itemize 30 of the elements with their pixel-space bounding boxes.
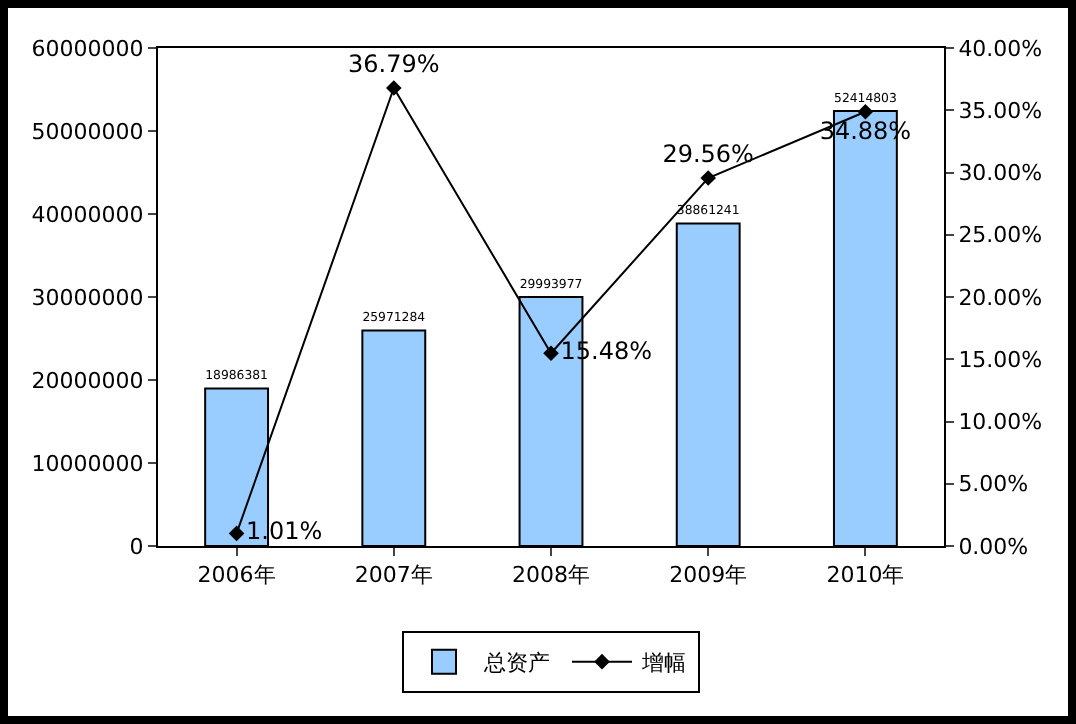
- x-tick-label: 2009年: [669, 562, 748, 589]
- x-tick-label: 2008年: [512, 562, 590, 589]
- legend-label: 总资产: [482, 650, 550, 677]
- y-tick-label: 20000000: [31, 367, 144, 394]
- point: [857, 103, 874, 120]
- y-tick-label: 10000000: [31, 450, 144, 477]
- y2-tick-label: 10.00%: [958, 409, 1043, 436]
- x-tick-label: 2007年: [354, 562, 433, 589]
- y2-tick-label: 0.00%: [958, 533, 1029, 560]
- legend-label: 增幅: [640, 650, 686, 677]
- data-label: 36.79%: [348, 50, 440, 79]
- point: [700, 170, 716, 186]
- y-tick-label: 40000000: [31, 201, 144, 228]
- y-tick-label: 50000000: [31, 118, 144, 145]
- y-tick-label: 0: [129, 533, 144, 560]
- y2-tick-label: 5.00%: [958, 471, 1029, 498]
- y2-tick-label: 30.00%: [958, 160, 1043, 187]
- y2-tick-label: 20.00%: [958, 284, 1043, 311]
- y-tick-label: 30000000: [31, 284, 144, 311]
- y2-tick-label: 15.00%: [958, 346, 1043, 373]
- x-tick-label: 2006年: [197, 562, 276, 589]
- point: [543, 345, 559, 362]
- data-label: 29.56%: [662, 140, 754, 169]
- point: [228, 525, 245, 542]
- y-tick-label: 60000000: [31, 35, 144, 62]
- x-tick-label: 2010年: [826, 562, 905, 589]
- y2-tick-label: 25.00%: [958, 222, 1043, 249]
- y2-tick-label: 40.00%: [958, 35, 1043, 62]
- point: [386, 80, 402, 96]
- y2-tick-label: 35.00%: [958, 97, 1043, 124]
